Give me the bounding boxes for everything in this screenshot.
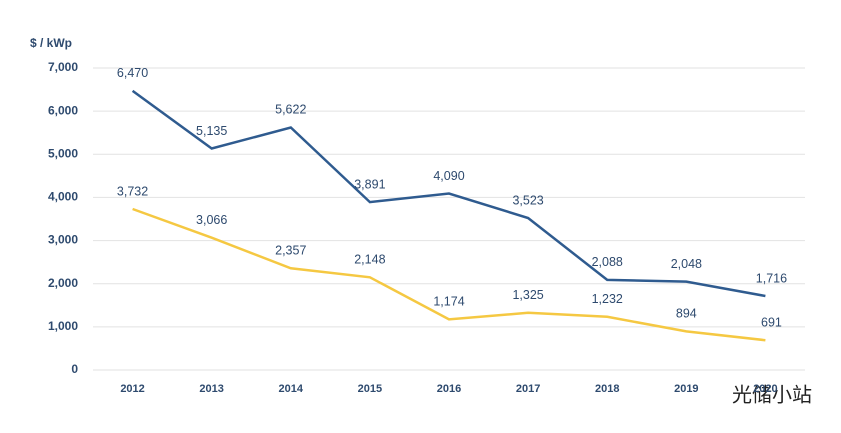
value-label: 3,891: [354, 177, 385, 191]
value-label: 4,090: [433, 169, 464, 183]
value-label: 5,622: [275, 103, 306, 117]
value-label: 3,732: [117, 184, 148, 198]
x-tick-label: 2019: [674, 383, 698, 395]
y-axis-label: $ / kWp: [30, 36, 72, 50]
x-tick-label: 2016: [437, 383, 461, 395]
value-label: 894: [676, 307, 697, 321]
x-tick-label: 2018: [595, 383, 619, 395]
y-tick-label: 3,000: [48, 233, 78, 247]
value-label: 1,232: [592, 292, 623, 306]
value-label: 2,357: [275, 244, 306, 258]
x-tick-label: 2013: [199, 383, 223, 395]
value-label: 1,174: [433, 295, 464, 309]
value-label: 691: [761, 315, 782, 329]
value-label: 1,325: [512, 288, 543, 302]
watermark: 光储小站: [732, 383, 812, 406]
value-label: 2,088: [592, 255, 623, 269]
series-line: [131, 89, 766, 298]
value-label: 3,066: [196, 213, 227, 227]
value-label: 6,470: [117, 66, 148, 80]
y-tick-label: 5,000: [48, 146, 78, 160]
x-tick-label: 2012: [120, 383, 144, 395]
x-tick-label: 2015: [358, 383, 382, 395]
y-tick-label: 0: [71, 362, 78, 376]
y-tick-label: 1,000: [48, 319, 78, 333]
x-tick-label: 2020: [753, 383, 777, 395]
y-tick-label: 6,000: [48, 103, 78, 117]
series-line: [132, 207, 766, 342]
value-label: 2,148: [354, 253, 385, 267]
x-tick-label: 2017: [516, 383, 540, 395]
y-tick-label: 2,000: [48, 276, 78, 290]
value-label: 5,135: [196, 124, 227, 138]
y-tick-label: 4,000: [48, 190, 78, 204]
value-label: 1,716: [756, 271, 787, 285]
x-tick-label: 2014: [279, 383, 304, 395]
y-tick-label: 7,000: [48, 60, 78, 74]
value-label: 2,048: [671, 257, 702, 271]
value-label: 3,523: [512, 193, 543, 207]
